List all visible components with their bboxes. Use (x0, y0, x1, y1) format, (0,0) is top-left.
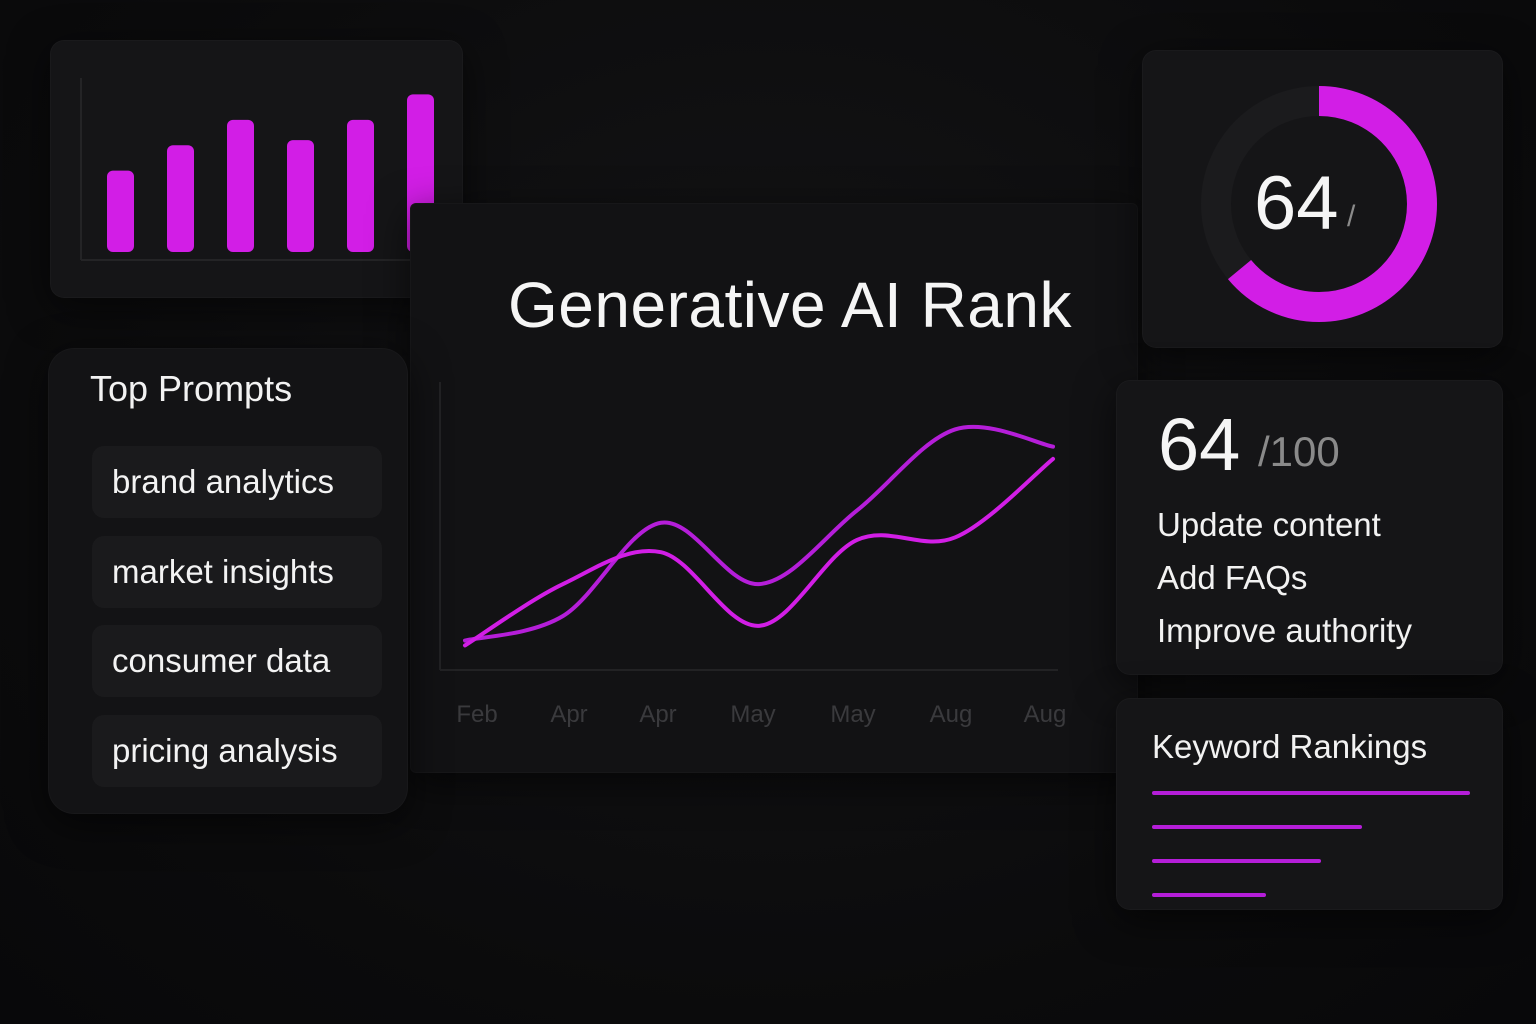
x-tick-label: Aug (1024, 701, 1067, 728)
prompt-item-pricing-analysis[interactable]: pricing analysis (92, 715, 382, 787)
page-title: Generative AI Rank (508, 269, 1072, 341)
bar-2 (167, 145, 194, 252)
prompt-item-brand-analytics[interactable]: brand analytics (92, 446, 382, 518)
x-tick-label: Aug (930, 701, 973, 728)
x-tick-label: Apr (639, 701, 676, 728)
score-card: 64 /100 Update content Add FAQs Improve … (1116, 380, 1503, 675)
action-improve-authority[interactable]: Improve authority (1157, 612, 1412, 649)
top-prompts-title: Top Prompts (90, 368, 293, 409)
score-max: /100 (1258, 428, 1340, 475)
main-panel (410, 203, 1138, 773)
score-value: 64 (1158, 403, 1241, 486)
keyword-bar-3 (1152, 859, 1321, 863)
x-tick-label: May (730, 701, 775, 728)
keyword-bar-1 (1152, 791, 1470, 795)
keyword-rankings-card: Keyword Rankings (1116, 698, 1503, 910)
bar-4 (287, 140, 314, 252)
prompt-item-consumer-data[interactable]: consumer data (92, 625, 382, 697)
gauge-value: 64 (1254, 161, 1339, 246)
keyword-bar-2 (1152, 825, 1362, 829)
x-tick-label: Apr (550, 701, 587, 728)
line-series-2 (463, 456, 1055, 648)
prompt-item-market-insights[interactable]: market insights (92, 536, 382, 608)
bar-chart (80, 78, 445, 261)
keyword-rankings-title: Keyword Rankings (1152, 728, 1428, 765)
bar-1 (107, 170, 134, 252)
bar-3 (227, 119, 254, 252)
bar-chart-card (50, 40, 463, 298)
line-series-1 (463, 424, 1055, 643)
line-chart-x-ticks: Feb Apr Apr May May Aug Aug (456, 701, 1066, 728)
rank-gauge (1201, 86, 1437, 322)
action-add-faqs[interactable]: Add FAQs (1157, 559, 1308, 596)
gauge-slash: / (1347, 200, 1356, 233)
keyword-bar-4 (1152, 893, 1267, 897)
top-prompts-card: Top Prompts brand analytics market insig… (48, 348, 408, 814)
x-tick-label: May (830, 701, 875, 728)
action-update-content[interactable]: Update content (1157, 506, 1381, 543)
rank-gauge-card: 64 / (1142, 50, 1503, 348)
line-chart: Feb Apr Apr May May Aug Aug (439, 382, 1066, 728)
x-tick-label: Feb (456, 701, 497, 728)
line-chart-series-group (463, 424, 1055, 648)
gauge-progress-arc (1201, 86, 1437, 322)
bar-5 (347, 119, 374, 252)
